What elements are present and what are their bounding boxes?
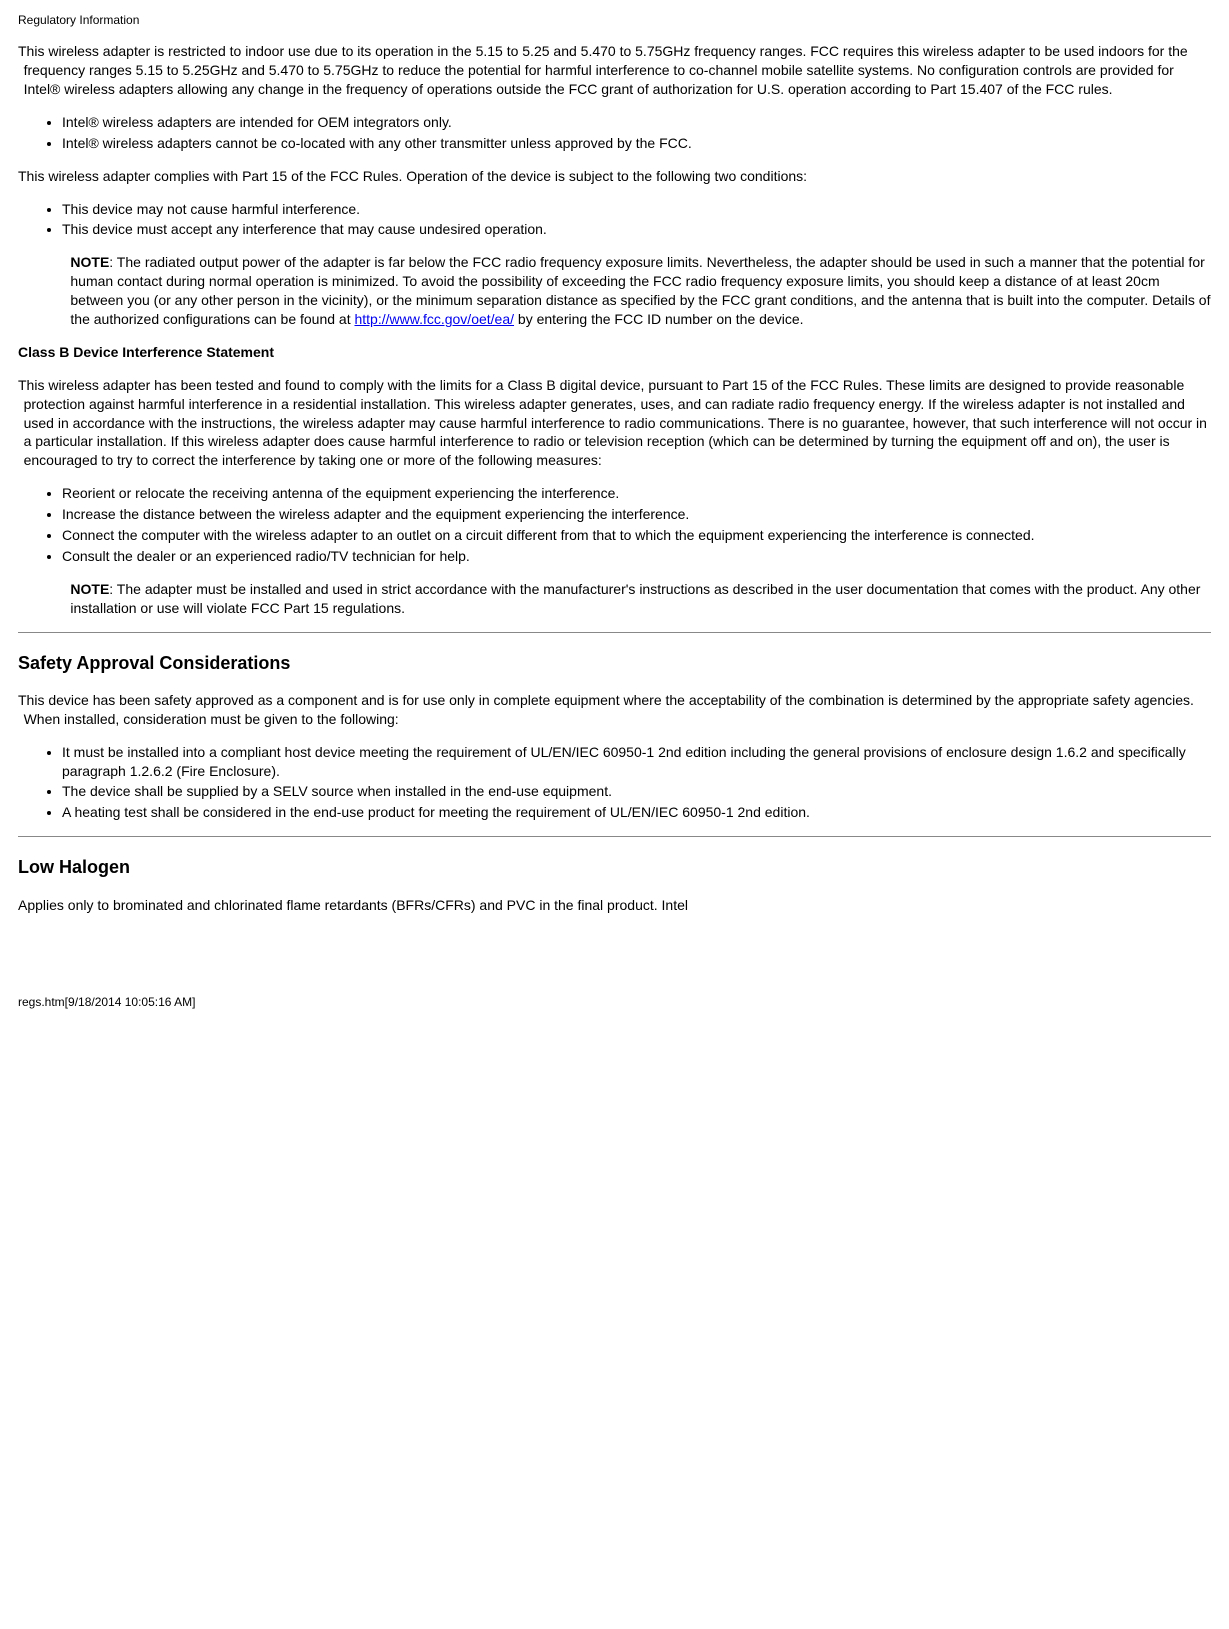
- page-header: Regulatory Information: [18, 12, 1211, 28]
- note-output-power: NOTE: The radiated output power of the a…: [62, 253, 1211, 329]
- list-item: This device must accept any interference…: [62, 220, 1211, 239]
- intro-paragraph: This wireless adapter is restricted to i…: [18, 42, 1211, 99]
- list-item: It must be installed into a compliant ho…: [62, 743, 1211, 781]
- divider: [18, 632, 1211, 633]
- oem-notes-list: Intel® wireless adapters are intended fo…: [18, 113, 1211, 153]
- safety-heading: Safety Approval Considerations: [18, 651, 1211, 675]
- list-item: Intel® wireless adapters are intended fo…: [62, 113, 1211, 132]
- list-item: Reorient or relocate the receiving anten…: [62, 484, 1211, 503]
- list-item: This device may not cause harmful interf…: [62, 200, 1211, 219]
- conditions-list: This device may not cause harmful interf…: [18, 200, 1211, 240]
- list-item: Consult the dealer or an experienced rad…: [62, 547, 1211, 566]
- list-item: A heating test shall be considered in th…: [62, 803, 1211, 822]
- part15-paragraph: This wireless adapter complies with Part…: [18, 167, 1211, 186]
- class-b-heading: Class B Device Interference Statement: [18, 343, 1211, 362]
- page-footer: regs.htm[9/18/2014 10:05:16 AM]: [18, 994, 1211, 1010]
- safety-paragraph: This device has been safety approved as …: [18, 691, 1211, 729]
- note-strict-accordance: NOTE: The adapter must be installed and …: [62, 580, 1211, 618]
- note-text-after: by entering the FCC ID number on the dev…: [514, 311, 803, 327]
- class-b-paragraph: This wireless adapter has been tested an…: [18, 376, 1211, 470]
- note-text: : The adapter must be installed and used…: [70, 581, 1200, 616]
- note-label: NOTE: [70, 581, 109, 597]
- list-item: The device shall be supplied by a SELV s…: [62, 782, 1211, 801]
- list-item: Intel® wireless adapters cannot be co-lo…: [62, 134, 1211, 153]
- list-item: Increase the distance between the wirele…: [62, 505, 1211, 524]
- safety-list: It must be installed into a compliant ho…: [18, 743, 1211, 823]
- low-halogen-paragraph: Applies only to brominated and chlorinat…: [18, 896, 1211, 915]
- interference-measures-list: Reorient or relocate the receiving anten…: [18, 484, 1211, 566]
- low-halogen-heading: Low Halogen: [18, 855, 1211, 879]
- note-label: NOTE: [70, 254, 109, 270]
- list-item: Connect the computer with the wireless a…: [62, 526, 1211, 545]
- fcc-link[interactable]: http://www.fcc.gov/oet/ea/: [354, 311, 514, 327]
- divider: [18, 836, 1211, 837]
